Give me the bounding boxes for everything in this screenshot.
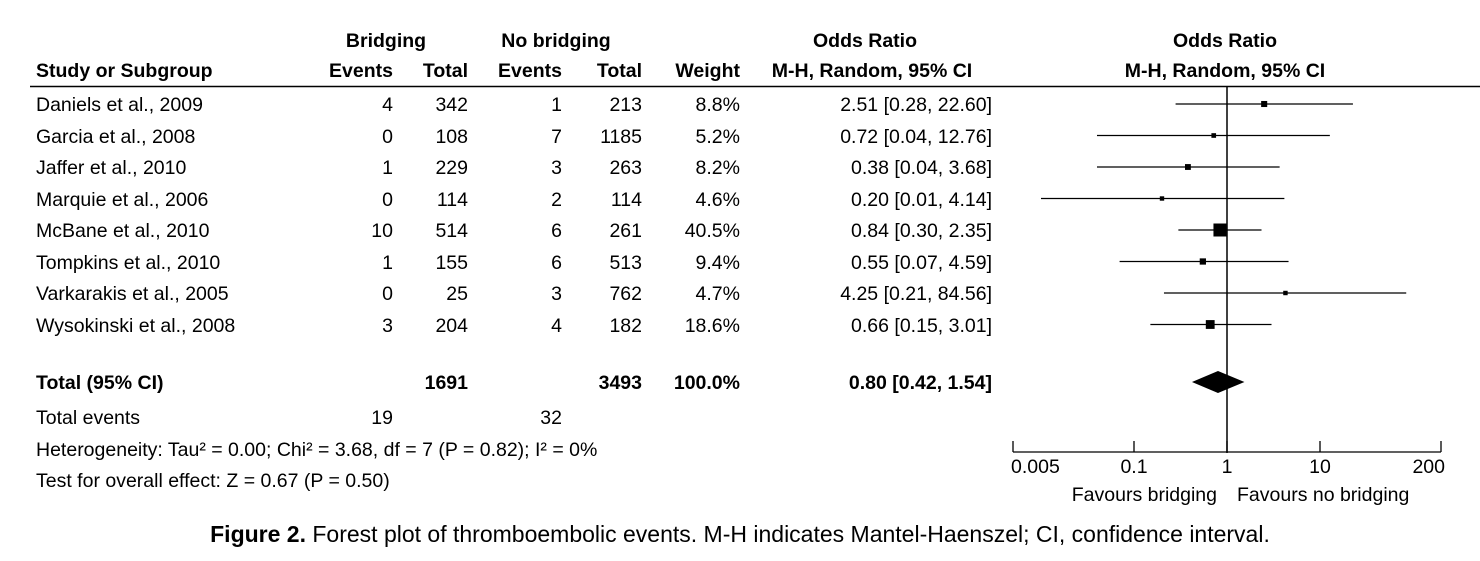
- events-no-bridging: 7: [551, 125, 562, 148]
- col-total1-header: Total: [422, 60, 468, 82]
- col-events2-header: Events: [498, 60, 562, 82]
- total-no-bridging-sum: 3493: [598, 372, 642, 394]
- total-label: Total (95% CI): [36, 372, 164, 394]
- weight: 18.6%: [684, 314, 740, 337]
- events-bridging: 4: [382, 94, 393, 116]
- figure-caption-text: Forest plot of thromboembolic events. M-…: [305, 521, 1270, 547]
- study-name: Daniels et al., 2009: [36, 94, 203, 116]
- total-bridging: 204: [435, 314, 468, 337]
- group-bridging-header: Bridging: [345, 30, 427, 52]
- total-bridging: 114: [436, 188, 468, 211]
- weight: 8.2%: [695, 157, 740, 179]
- figure-caption: Figure 2. Forest plot of thromboembolic …: [0, 520, 1480, 548]
- study-name: Jaffer et al., 2010: [36, 157, 187, 179]
- weight: 4.7%: [695, 283, 740, 305]
- x-tick-label: 200: [1412, 456, 1445, 478]
- plot-header: Odds Ratio: [1172, 30, 1277, 52]
- events-bridging: 0: [382, 188, 393, 211]
- total-no-bridging: 513: [609, 251, 642, 274]
- x-tick-label: 0.005: [1011, 456, 1060, 478]
- study-name: Marquie et al., 2006: [36, 188, 209, 211]
- total-no-bridging: 213: [609, 94, 642, 116]
- events-no-bridging: 3: [551, 157, 562, 179]
- odds-ratio-ci: 0.55 [0.07, 4.59]: [851, 251, 992, 274]
- study-name: Wysokinski et al., 2008: [36, 314, 236, 337]
- odds-ratio-ci: 0.84 [0.30, 2.35]: [851, 220, 992, 242]
- point-estimate-marker: [1184, 164, 1191, 170]
- col-study-header: Study or Subgroup: [36, 60, 213, 82]
- favours-left-label: Favours bridging: [1072, 484, 1217, 506]
- weight: 9.4%: [695, 251, 740, 274]
- total-no-bridging: 1185: [600, 125, 642, 148]
- total-bridging-sum: 1691: [424, 372, 468, 394]
- effect-size-header: Odds Ratio: [812, 30, 917, 52]
- odds-ratio-ci: 0.72 [0.04, 12.76]: [840, 125, 992, 148]
- events-no-bridging: 6: [551, 251, 562, 274]
- total-bridging: 155: [435, 251, 468, 274]
- point-estimate-marker: [1283, 290, 1288, 296]
- weight: 4.6%: [695, 188, 740, 211]
- total-no-bridging: 182: [609, 314, 642, 337]
- x-tick-label: 10: [1309, 456, 1331, 478]
- total-bridging: 342: [435, 94, 468, 116]
- study-name: Tompkins et al., 2010: [36, 251, 221, 274]
- events-no-bridging: 1: [551, 94, 562, 116]
- point-estimate-marker: [1159, 196, 1165, 201]
- events-bridging: 0: [382, 125, 393, 148]
- events-no-bridging: 3: [551, 283, 562, 305]
- group-no-bridging-header: No bridging: [501, 30, 611, 52]
- events-bridging: 10: [371, 220, 393, 242]
- figure-label: Figure 2.: [210, 521, 306, 547]
- study-name: Garcia et al., 2008: [36, 125, 196, 148]
- odds-ratio-ci: 0.38 [0.04, 3.68]: [851, 157, 992, 179]
- weight: 8.8%: [695, 94, 740, 116]
- odds-ratio-ci: 4.25 [0.21, 84.56]: [840, 283, 992, 305]
- total-bridging: 108: [435, 125, 468, 148]
- point-estimate-marker: [1211, 133, 1217, 138]
- total-bridging: 229: [435, 157, 468, 179]
- odds-ratio-ci: 0.20 [0.01, 4.14]: [851, 188, 992, 211]
- odds-ratio-ci: 0.66 [0.15, 3.01]: [851, 314, 992, 337]
- col-method-header: M-H, Random, 95% CI: [771, 60, 973, 82]
- col-total2-header: Total: [596, 60, 642, 82]
- point-estimate-marker: [1261, 100, 1268, 108]
- plot-method-header: M-H, Random, 95% CI: [1124, 60, 1326, 82]
- total-events-bridging: 19: [371, 407, 393, 429]
- col-events1-header: Events: [329, 60, 393, 82]
- events-no-bridging: 4: [551, 314, 562, 337]
- total-no-bridging: 114: [610, 188, 642, 211]
- weight: 5.2%: [695, 125, 740, 148]
- total-bridging: 514: [435, 220, 468, 242]
- x-tick-label: 1: [1222, 456, 1233, 478]
- x-tick-label: 0.1: [1120, 456, 1147, 478]
- favours-right-label: Favours no bridging: [1237, 484, 1409, 506]
- events-bridging: 3: [382, 314, 393, 337]
- point-estimate-marker: [1199, 258, 1206, 265]
- overall-effect-stat: Test for overall effect: Z = 0.67 (P = 0…: [36, 470, 390, 492]
- events-no-bridging: 6: [551, 220, 562, 242]
- events-bridging: 1: [382, 251, 393, 274]
- odds-ratio-ci: 2.51 [0.28, 22.60]: [840, 94, 992, 116]
- events-bridging: 0: [382, 283, 393, 305]
- total-bridging: 25: [446, 283, 468, 305]
- weight: 40.5%: [684, 220, 740, 242]
- pooled-diamond: [1191, 371, 1245, 393]
- total-no-bridging: 263: [609, 157, 642, 179]
- point-estimate-marker: [1205, 320, 1215, 329]
- heterogeneity-stat: Heterogeneity: Tau² = 0.00; Chi² = 3.68,…: [36, 439, 598, 461]
- total-weight: 100.0%: [673, 372, 740, 394]
- col-weight-header: Weight: [675, 60, 740, 82]
- study-name: McBane et al., 2010: [36, 220, 210, 242]
- study-name: Varkarakis et al., 2005: [36, 283, 229, 305]
- pooled-odds-ratio-ci: 0.80 [0.42, 1.54]: [848, 372, 992, 394]
- total-no-bridging: 762: [609, 283, 642, 305]
- total-events-no-bridging: 32: [540, 407, 562, 429]
- events-bridging: 1: [382, 157, 393, 179]
- events-no-bridging: 2: [551, 188, 562, 211]
- total-no-bridging: 261: [609, 220, 642, 242]
- point-estimate-marker: [1213, 223, 1227, 237]
- total-events-label: Total events: [36, 407, 141, 429]
